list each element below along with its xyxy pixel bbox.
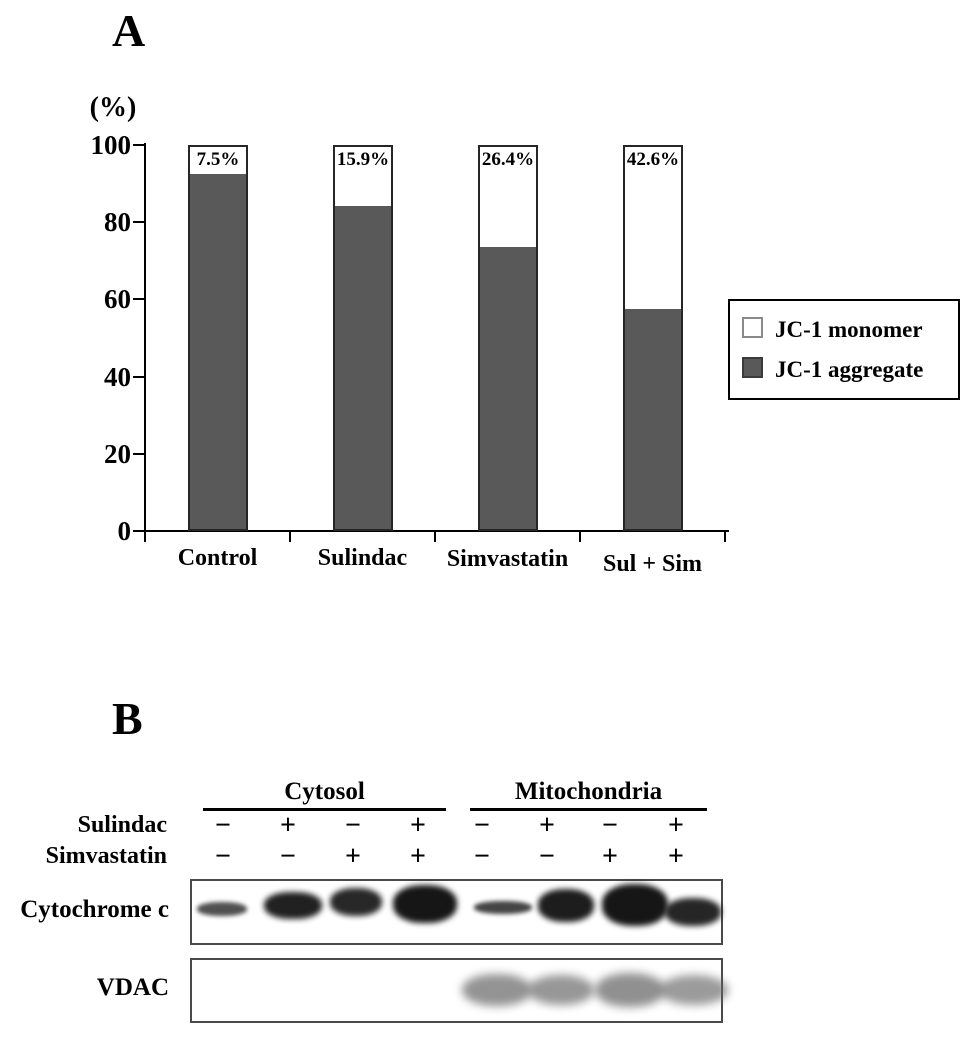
y-axis-tick [133,530,145,532]
fraction-group-header: Cytosol [284,778,365,805]
treatment-sign: − [602,810,618,841]
treatment-sign: − [474,810,490,841]
treatment-sign: − [215,841,231,872]
legend-swatch-aggregate [742,357,763,378]
blot-band [474,900,532,914]
bar-segment-aggregate [335,206,391,529]
blot-band [660,975,728,1005]
treatment-sign: + [602,841,618,872]
blot-band [595,973,665,1007]
bar-segment-aggregate [625,309,681,529]
treatment-sign: − [215,810,231,841]
treatment-sign: + [345,841,361,872]
bar-segment-monomer [190,147,246,174]
y-axis-tick [133,144,145,146]
y-axis-title: (%) [89,92,137,123]
fraction-group-underline [203,808,446,811]
y-axis-tick [133,221,145,224]
blot-band [264,891,322,919]
panel-a-label: A [112,5,146,56]
blot-band [462,974,532,1006]
y-axis-tick-label: 100 [90,130,132,160]
blot-band [538,888,594,922]
stacked-bar [188,145,248,531]
stacked-bar [333,145,393,531]
blot-target-label: VDAC [96,974,169,1001]
blot-band [330,888,382,916]
stacked-bar [623,145,683,531]
x-axis-category-label: Simvastatin [446,546,569,572]
fraction-group-header: Mitochondria [514,778,663,805]
bar-segment-aggregate [480,247,536,529]
bar-percentage-label: 26.4% [481,149,535,170]
blot-target-label: Cytochrome c [20,896,169,923]
treatment-sign: + [668,841,684,872]
x-axis-tick [289,531,291,542]
treatment-sign: − [474,841,490,872]
x-axis-category-label: Control [177,545,258,571]
blot-band [197,902,247,916]
y-axis-tick-label: 80 [104,207,131,238]
x-axis-category-label: Sul + Sim [602,551,703,577]
panel-b-label: B [112,693,143,744]
bar-percentage-label: 7.5% [196,149,240,170]
x-axis-tick [724,531,726,542]
y-axis-tick [133,298,145,301]
y-axis-tick [133,375,145,378]
fraction-group-underline [470,808,707,811]
blot-band [393,885,457,923]
y-axis-tick-label: 60 [104,284,131,315]
treatment-row-label: Simvastatin [45,843,167,869]
bar-segment-aggregate [190,174,246,529]
legend-swatch-monomer [742,317,763,338]
treatment-row-label: Sulindac [77,812,167,838]
treatment-sign: + [539,810,555,841]
blot-band [602,884,668,926]
treatment-sign: + [410,841,426,872]
x-axis-category-label: Sulindac [317,545,408,571]
stacked-bar [478,145,538,531]
bar-percentage-label: 15.9% [336,149,390,170]
bar-segment-monomer [480,147,536,247]
y-axis-line [144,143,146,542]
x-axis-line [144,530,729,532]
bar-percentage-label: 42.6% [626,149,680,170]
bar-segment-monomer [625,147,681,309]
y-axis-tick [133,452,145,455]
legend-entry-label: JC-1 aggregate [775,357,924,382]
treatment-sign: − [345,810,361,841]
blot-band [665,898,721,926]
y-axis-tick-label: 20 [104,438,131,469]
y-axis-tick-label: 40 [104,361,131,392]
treatment-sign: + [668,810,684,841]
treatment-sign: − [280,841,296,872]
treatment-sign: + [410,810,426,841]
x-axis-tick [434,531,436,542]
blot-band [528,975,594,1005]
x-axis-tick [579,531,581,542]
bar-segment-monomer [335,147,391,206]
legend-entry-label: JC-1 monomer [775,317,923,342]
legend-border [728,299,960,400]
treatment-sign: + [280,810,296,841]
y-axis-tick-label: 0 [117,516,132,546]
treatment-sign: − [539,841,555,872]
